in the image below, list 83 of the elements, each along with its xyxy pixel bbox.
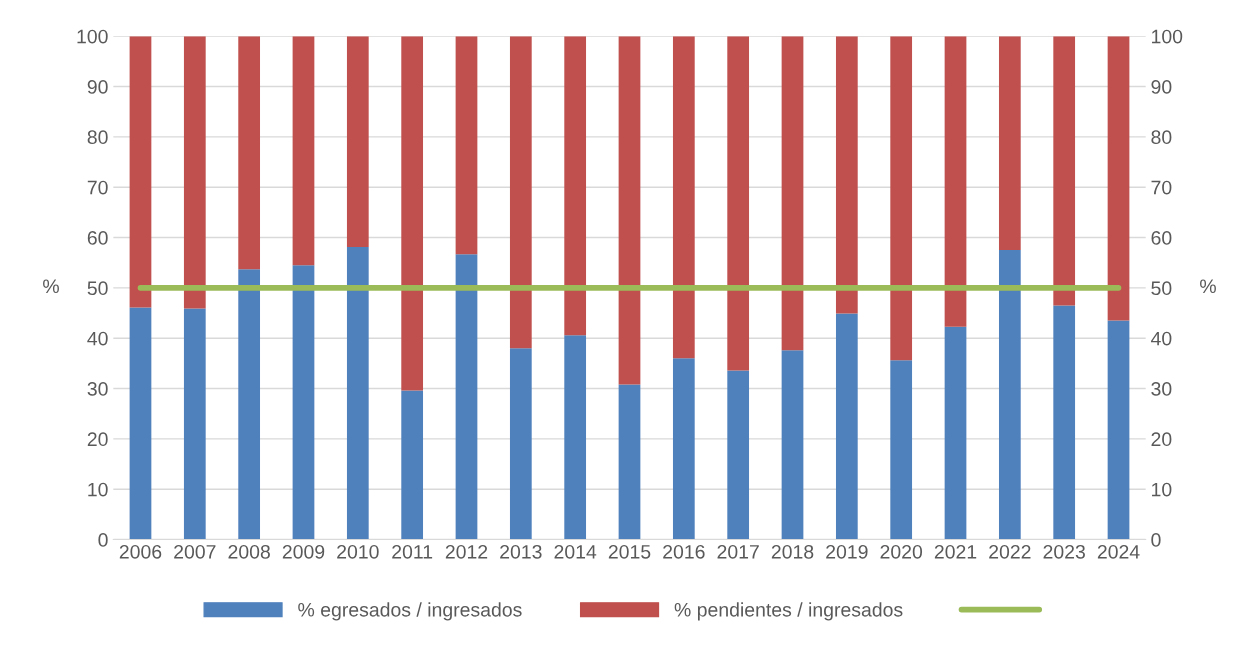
y-tick-label: 0 bbox=[98, 533, 108, 547]
legend-label: % pendientes / ingresados bbox=[674, 602, 903, 621]
x-tick-label: 2023 bbox=[1043, 544, 1085, 559]
x-tick-label: 2011 bbox=[392, 544, 433, 559]
x-tick-label: 2021 bbox=[934, 544, 977, 559]
y2-tick-label: 20 bbox=[1151, 432, 1172, 447]
y-tick-label: 100 bbox=[77, 29, 108, 44]
bar bbox=[1053, 305, 1076, 540]
bar bbox=[835, 36, 858, 314]
legend-label: % egresados / ingresados bbox=[298, 602, 522, 621]
y-tick-label: 90 bbox=[87, 79, 108, 94]
bar bbox=[618, 384, 641, 540]
bar bbox=[781, 350, 804, 540]
bar bbox=[238, 36, 261, 270]
bar bbox=[1107, 320, 1130, 540]
bar bbox=[129, 307, 152, 540]
y2-tick-label: 70 bbox=[1151, 180, 1172, 195]
x-tick-label: 2007 bbox=[174, 544, 216, 559]
bar bbox=[292, 265, 315, 540]
x-tick-label: 2017 bbox=[717, 544, 759, 559]
x-tick-label: 2008 bbox=[228, 544, 270, 559]
bar bbox=[509, 36, 532, 349]
y-tick-label: 80 bbox=[87, 130, 108, 145]
bar bbox=[292, 36, 315, 266]
y-tick-label: 60 bbox=[87, 231, 108, 245]
bar bbox=[890, 360, 913, 540]
y-tick-label: 40 bbox=[87, 331, 108, 346]
bar bbox=[401, 390, 424, 540]
y2-axis-title: % bbox=[1200, 279, 1216, 294]
bar bbox=[835, 313, 858, 540]
x-tick-label: 2012 bbox=[445, 544, 488, 559]
x-tick-label: 2015 bbox=[608, 544, 651, 559]
bar bbox=[998, 36, 1021, 251]
bar bbox=[183, 36, 206, 309]
y2-tick-label: 90 bbox=[1151, 79, 1172, 94]
x-tick-label: 2022 bbox=[989, 544, 1031, 559]
x-tick-label: 2018 bbox=[771, 544, 814, 559]
x-tick-label: 2009 bbox=[282, 544, 325, 559]
bar bbox=[672, 358, 695, 540]
x-tick-label: 2016 bbox=[663, 544, 705, 559]
bar bbox=[727, 370, 750, 540]
bar bbox=[727, 36, 750, 371]
bar bbox=[781, 36, 804, 351]
y2-tick-label: 50 bbox=[1151, 281, 1172, 296]
y2-tick-label: 100 bbox=[1152, 29, 1183, 44]
bar bbox=[346, 247, 369, 540]
x-tick-label: 2019 bbox=[826, 544, 868, 559]
bar bbox=[238, 269, 261, 540]
y2-tick-label: 30 bbox=[1151, 382, 1172, 396]
y2-tick-label: 60 bbox=[1151, 231, 1172, 245]
y-tick-label: 20 bbox=[87, 432, 108, 447]
bar bbox=[564, 36, 587, 336]
bar bbox=[129, 36, 152, 308]
y-tick-label: 50 bbox=[87, 281, 108, 296]
y-tick-label: 10 bbox=[88, 482, 108, 497]
bar bbox=[890, 36, 913, 361]
x-tick-label: 2010 bbox=[337, 544, 379, 559]
y2-tick-label: 80 bbox=[1151, 130, 1172, 145]
bar bbox=[509, 348, 532, 540]
x-tick-label: 2013 bbox=[500, 544, 542, 559]
bar bbox=[1053, 36, 1076, 306]
bar bbox=[346, 36, 369, 248]
y-axis-title: % bbox=[43, 279, 59, 294]
bar bbox=[1107, 36, 1130, 321]
x-tick-label: 2014 bbox=[554, 544, 597, 559]
y2-tick-label: 40 bbox=[1151, 331, 1172, 346]
bar bbox=[455, 254, 478, 540]
x-tick-label: 2020 bbox=[880, 544, 923, 559]
x-tick-label: 2024 bbox=[1097, 544, 1140, 559]
bar bbox=[944, 36, 967, 327]
y2-tick-label: 0 bbox=[1151, 533, 1161, 547]
bar bbox=[455, 36, 478, 255]
bar bbox=[401, 36, 424, 391]
bar bbox=[183, 308, 206, 540]
y-tick-label: 70 bbox=[87, 180, 108, 195]
bar bbox=[944, 326, 967, 540]
bar bbox=[618, 36, 641, 385]
y-tick-label: 30 bbox=[87, 382, 108, 396]
bar bbox=[564, 335, 587, 540]
bar bbox=[672, 36, 695, 359]
x-tick-label: 2006 bbox=[119, 544, 162, 559]
bar bbox=[998, 250, 1021, 540]
y2-tick-label: 10 bbox=[1152, 482, 1172, 497]
